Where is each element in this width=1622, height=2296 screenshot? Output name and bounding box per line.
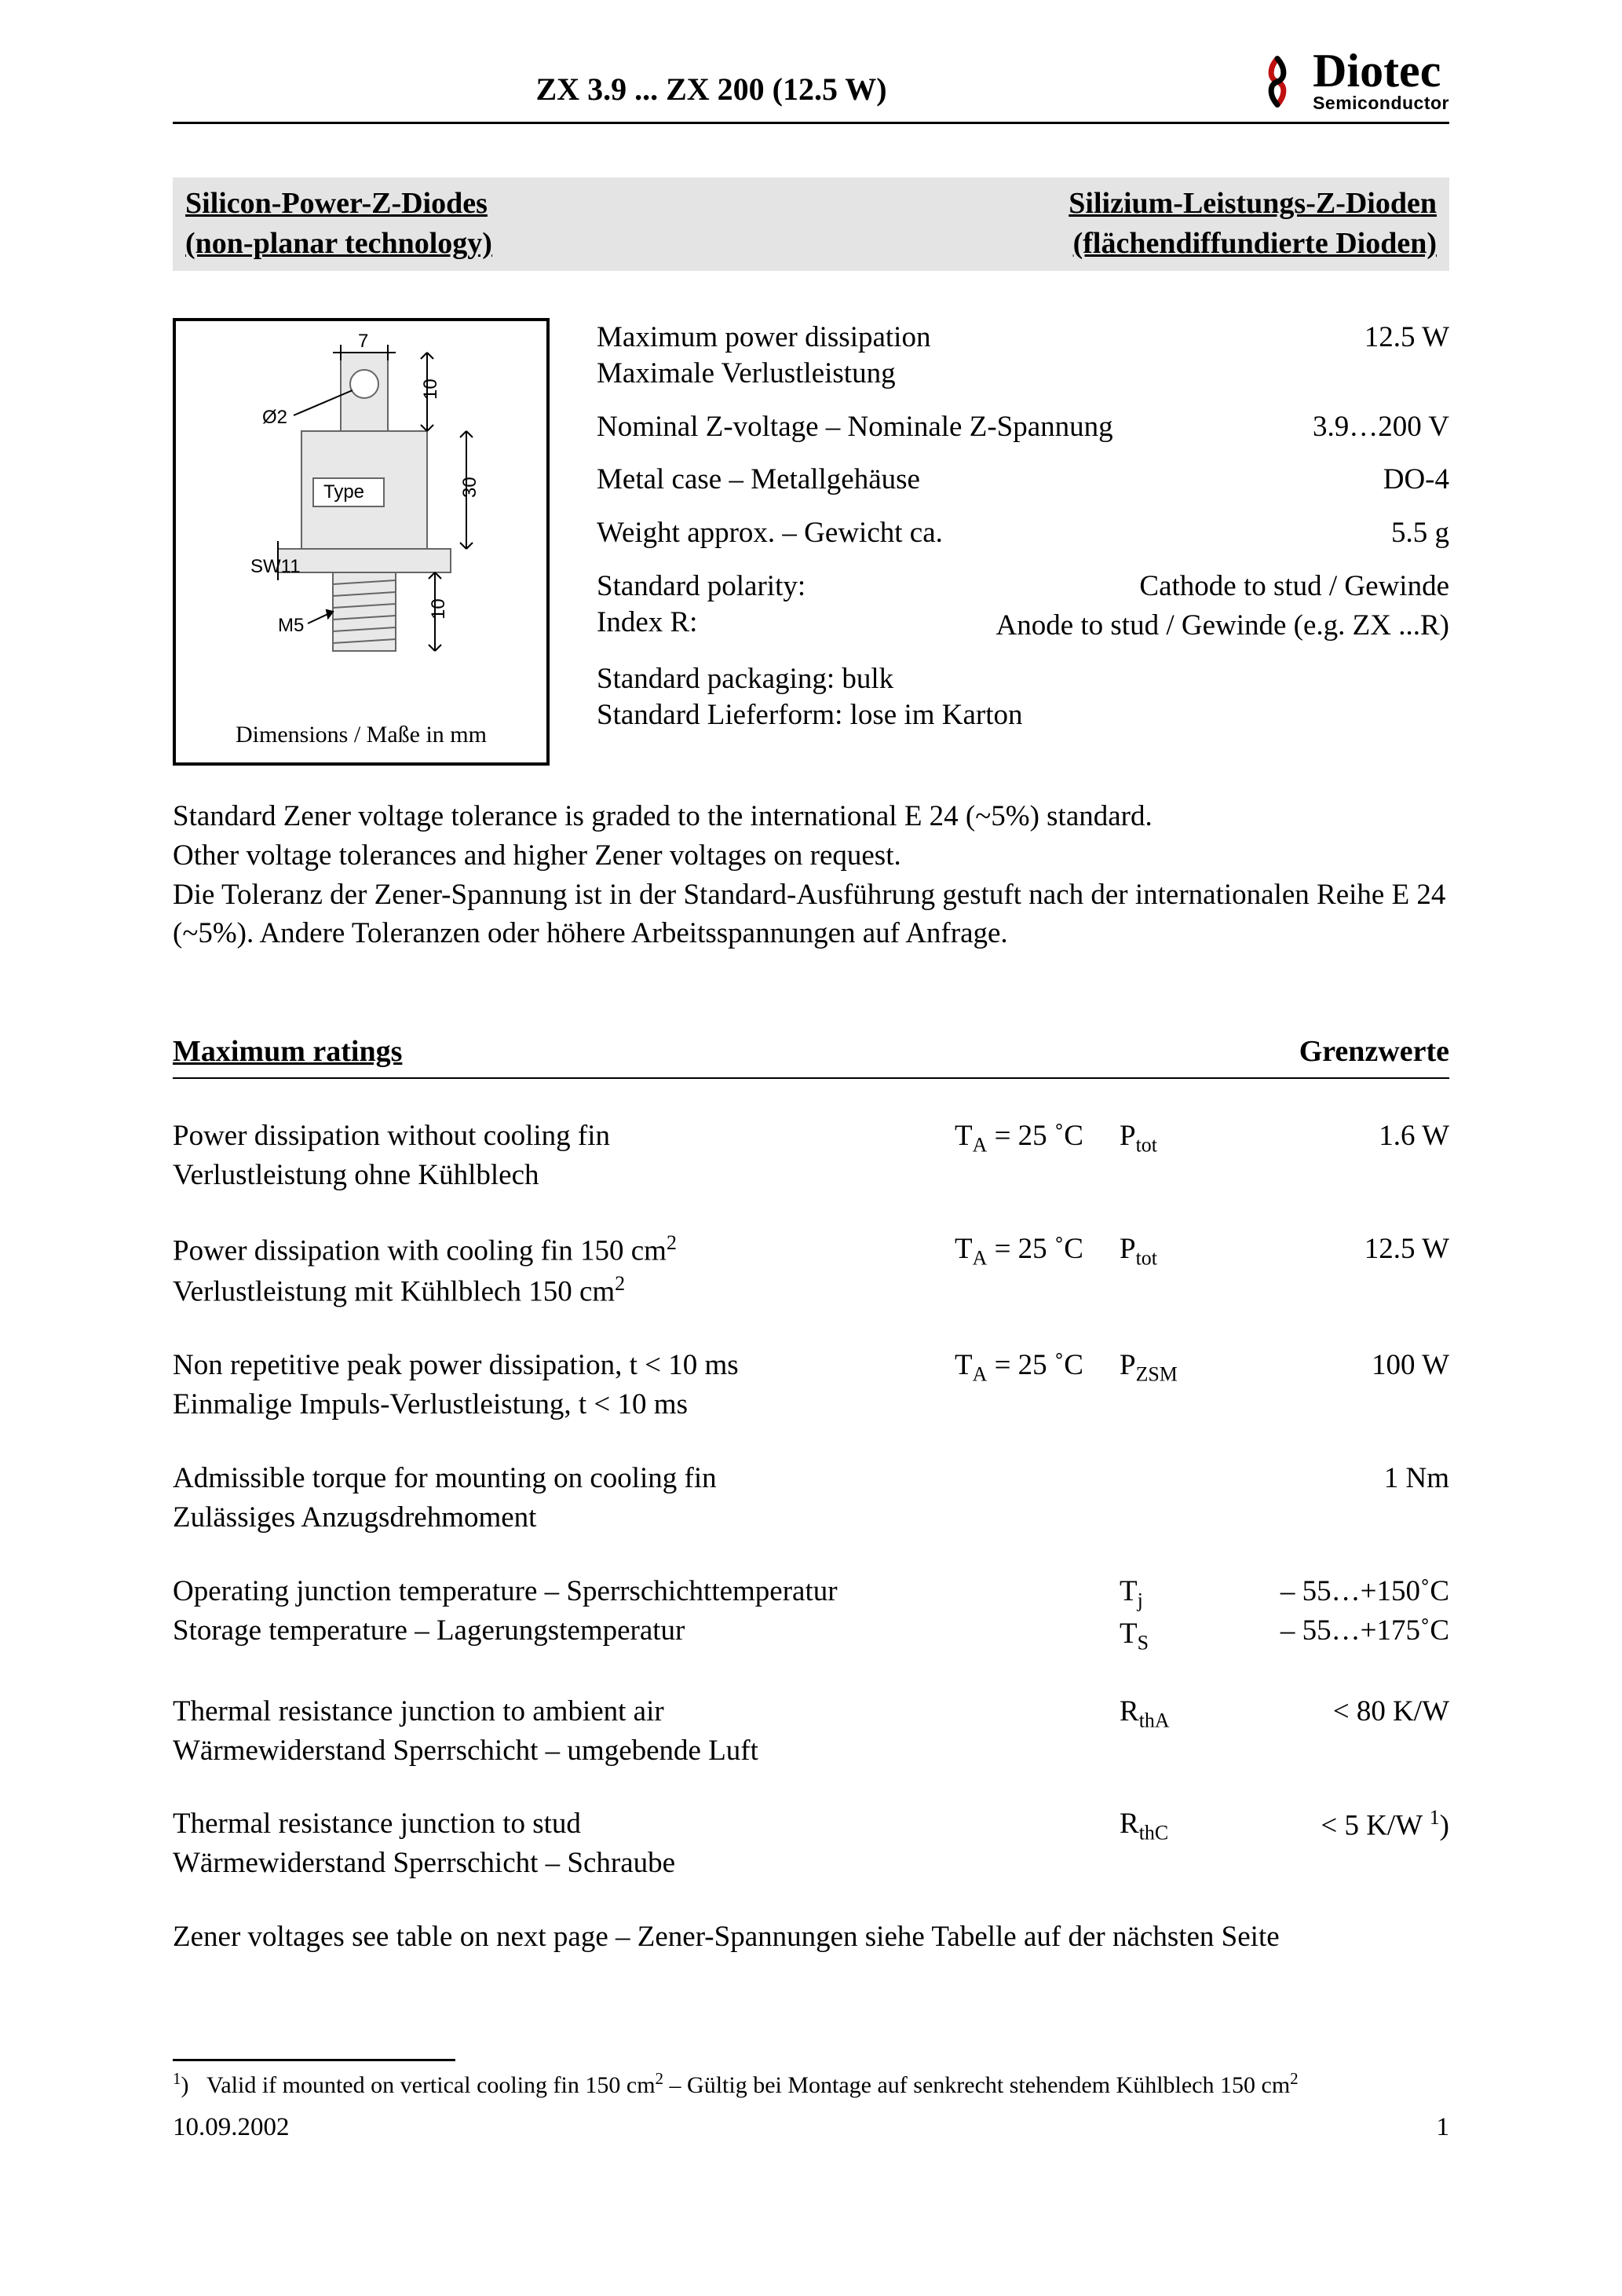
subtitle-right-1: Silizium-Leistungs-Z-Dioden [1069, 184, 1437, 224]
mr5-l1: Thermal resistance junction to ambient a… [173, 1692, 955, 1731]
mr4-l2: Storage temperature – Lagerungstemperatu… [173, 1611, 955, 1651]
mr0-l1: Power dissipation without cooling fin [173, 1117, 955, 1156]
mr6-l2: Wärmewiderstand Sperrschicht – Schraube [173, 1844, 955, 1883]
mr4-l1: Operating junction temperature – Sperrsc… [173, 1572, 955, 1611]
brand-logo: Diotec Semiconductor [1250, 47, 1449, 115]
drawing-type: Type [323, 481, 364, 503]
spec-block: Maximum power dissipation Maximale Verlu… [597, 318, 1449, 766]
doc-title: ZX 3.9 ... ZX 200 (12.5 W) [173, 68, 1250, 115]
mr1-l2: Verlustleistung mit Kühlblech 150 cm2 [173, 1270, 955, 1311]
dim-10a: 10 [420, 378, 441, 400]
mr1-val: 12.5 W [1229, 1230, 1449, 1312]
subtitle-right-2: (flächendiffundierte Dioden) [1069, 224, 1437, 264]
spec-r5-l2: Index R: [597, 603, 806, 642]
tol-p2: Other voltage tolerances and higher Zene… [173, 836, 1449, 876]
subtitle-left-1: Silicon-Power-Z-Diodes [185, 184, 492, 224]
mr3-val: 1 Nm [1229, 1459, 1449, 1537]
mr2-l1: Non repetitive peak power dissipation, t… [173, 1346, 955, 1385]
mr-hl: Maximum ratings [173, 1032, 402, 1072]
tol-p3: Die Toleranz der Zener-Spannung ist in d… [173, 876, 1449, 954]
max-ratings-table: Power dissipation without cooling fin Ve… [173, 1117, 1449, 1884]
mr2-cond: TA = 25 ˚C [955, 1346, 1120, 1424]
mr5-sym: RthA [1120, 1692, 1229, 1771]
footer-page: 1 [1437, 2110, 1450, 2145]
spec-r6-l1: Standard packaging: bulk [597, 660, 1023, 699]
zener-note: Zener voltages see table on next page – … [173, 1918, 1449, 1957]
mr6-l1: Thermal resistance junction to stud [173, 1804, 955, 1844]
spec-r4-v: 5.5 g [1375, 514, 1449, 553]
diotec-icon [1250, 54, 1305, 109]
mr-row-5: Thermal resistance junction to ambient a… [173, 1692, 1449, 1771]
spec-r2-v: 3.9…200 V [1297, 408, 1449, 447]
spec-r5-v1: Cathode to stud / Gewinde [995, 567, 1449, 606]
mr4-sym: TjTS [1120, 1572, 1229, 1658]
spec-r1-v: 12.5 W [1349, 318, 1449, 357]
mr-row-4: Operating junction temperature – Sperrsc… [173, 1572, 1449, 1658]
dim-dia: Ø2 [262, 407, 287, 428]
footnote-rule [173, 2059, 455, 2061]
mr0-val: 1.6 W [1229, 1117, 1449, 1195]
spec-r3-v: DO-4 [1368, 460, 1449, 499]
page-footer: 10.09.2002 1 [173, 2110, 1449, 2145]
spec-r1-l2: Maximale Verlustleistung [597, 354, 930, 393]
tol-p1: Standard Zener voltage tolerance is grad… [173, 797, 1449, 836]
mr-row-0: Power dissipation without cooling fin Ve… [173, 1117, 1449, 1195]
subtitle-left-2: (non-planar technology) [185, 224, 492, 264]
mr-row-1: Power dissipation with cooling fin 150 c… [173, 1230, 1449, 1312]
mr-hr: Grenzwerte [1299, 1032, 1449, 1072]
spec-r5-v2: Anode to stud / Gewinde (e.g. ZX ...R) [995, 606, 1449, 645]
mr0-sym: Ptot [1120, 1117, 1229, 1195]
brand-name: Diotec [1313, 47, 1449, 94]
spec-r5-l1: Standard polarity: [597, 567, 806, 606]
dim-sw: SW11 [250, 556, 301, 577]
mr-row-3: Admissible torque for mounting on coolin… [173, 1459, 1449, 1537]
spec-r6-l2: Standard Lieferform: lose im Karton [597, 696, 1023, 735]
footer-date: 10.09.2002 [173, 2110, 290, 2145]
brand-sub: Semiconductor [1313, 91, 1449, 115]
mr5-l2: Wärmewiderstand Sperrschicht – umgebende… [173, 1731, 955, 1771]
dimension-drawing: 7 Ø2 10 30 10 Ty [173, 318, 550, 766]
mr5-val: < 80 K/W [1229, 1692, 1449, 1771]
spec-r4-l: Weight approx. – Gewicht ca. [597, 514, 943, 553]
mr1-cond: TA = 25 ˚C [955, 1230, 1120, 1312]
mr1-sym: Ptot [1120, 1230, 1229, 1312]
subtitle-bar: Silicon-Power-Z-Diodes (non-planar techn… [173, 177, 1449, 271]
dim-7: 7 [358, 331, 368, 352]
max-ratings-header: Maximum ratings Grenzwerte [173, 1032, 1449, 1078]
mr0-cond: TA = 25 ˚C [955, 1117, 1120, 1195]
drawing-caption: Dimensions / Maße in mm [176, 719, 546, 751]
mr3-l1: Admissible torque for mounting on coolin… [173, 1459, 955, 1498]
spec-r3-l: Metal case – Metallgehäuse [597, 460, 920, 499]
mr4-val: – 55…+150˚C– 55…+175˚C [1229, 1572, 1449, 1658]
mr3-l2: Zulässiges Anzugsdrehmoment [173, 1498, 955, 1537]
upper-section: 7 Ø2 10 30 10 Ty [173, 318, 1449, 766]
mr6-sym: RthC [1120, 1804, 1229, 1883]
mr2-val: 100 W [1229, 1346, 1449, 1424]
mr2-l2: Einmalige Impuls-Verlustleistung, t < 10… [173, 1385, 955, 1424]
mr6-val: < 5 K/W 1) [1229, 1804, 1449, 1883]
mr1-l1: Power dissipation with cooling fin 150 c… [173, 1230, 955, 1270]
drawing-svg: 7 Ø2 10 30 10 Ty [176, 321, 553, 722]
mr-row-2: Non repetitive peak power dissipation, t… [173, 1346, 1449, 1424]
dim-m5: M5 [278, 615, 304, 636]
spec-r2-l: Nominal Z-voltage – Nominale Z-Spannung [597, 408, 1113, 447]
footnote: 1) Valid if mounted on vertical cooling … [173, 2067, 1449, 2102]
tolerance-paragraph: Standard Zener voltage tolerance is grad… [173, 797, 1449, 954]
dim-30: 30 [459, 477, 480, 498]
dim-10b: 10 [428, 598, 449, 620]
mr2-sym: PZSM [1120, 1346, 1229, 1424]
mr0-l2: Verlustleistung ohne Kühlblech [173, 1156, 955, 1195]
spec-r1-l1: Maximum power dissipation [597, 318, 930, 357]
mr-row-6: Thermal resistance junction to stud Wärm… [173, 1804, 1449, 1883]
page-header: ZX 3.9 ... ZX 200 (12.5 W) Diotec Semico… [173, 47, 1449, 124]
